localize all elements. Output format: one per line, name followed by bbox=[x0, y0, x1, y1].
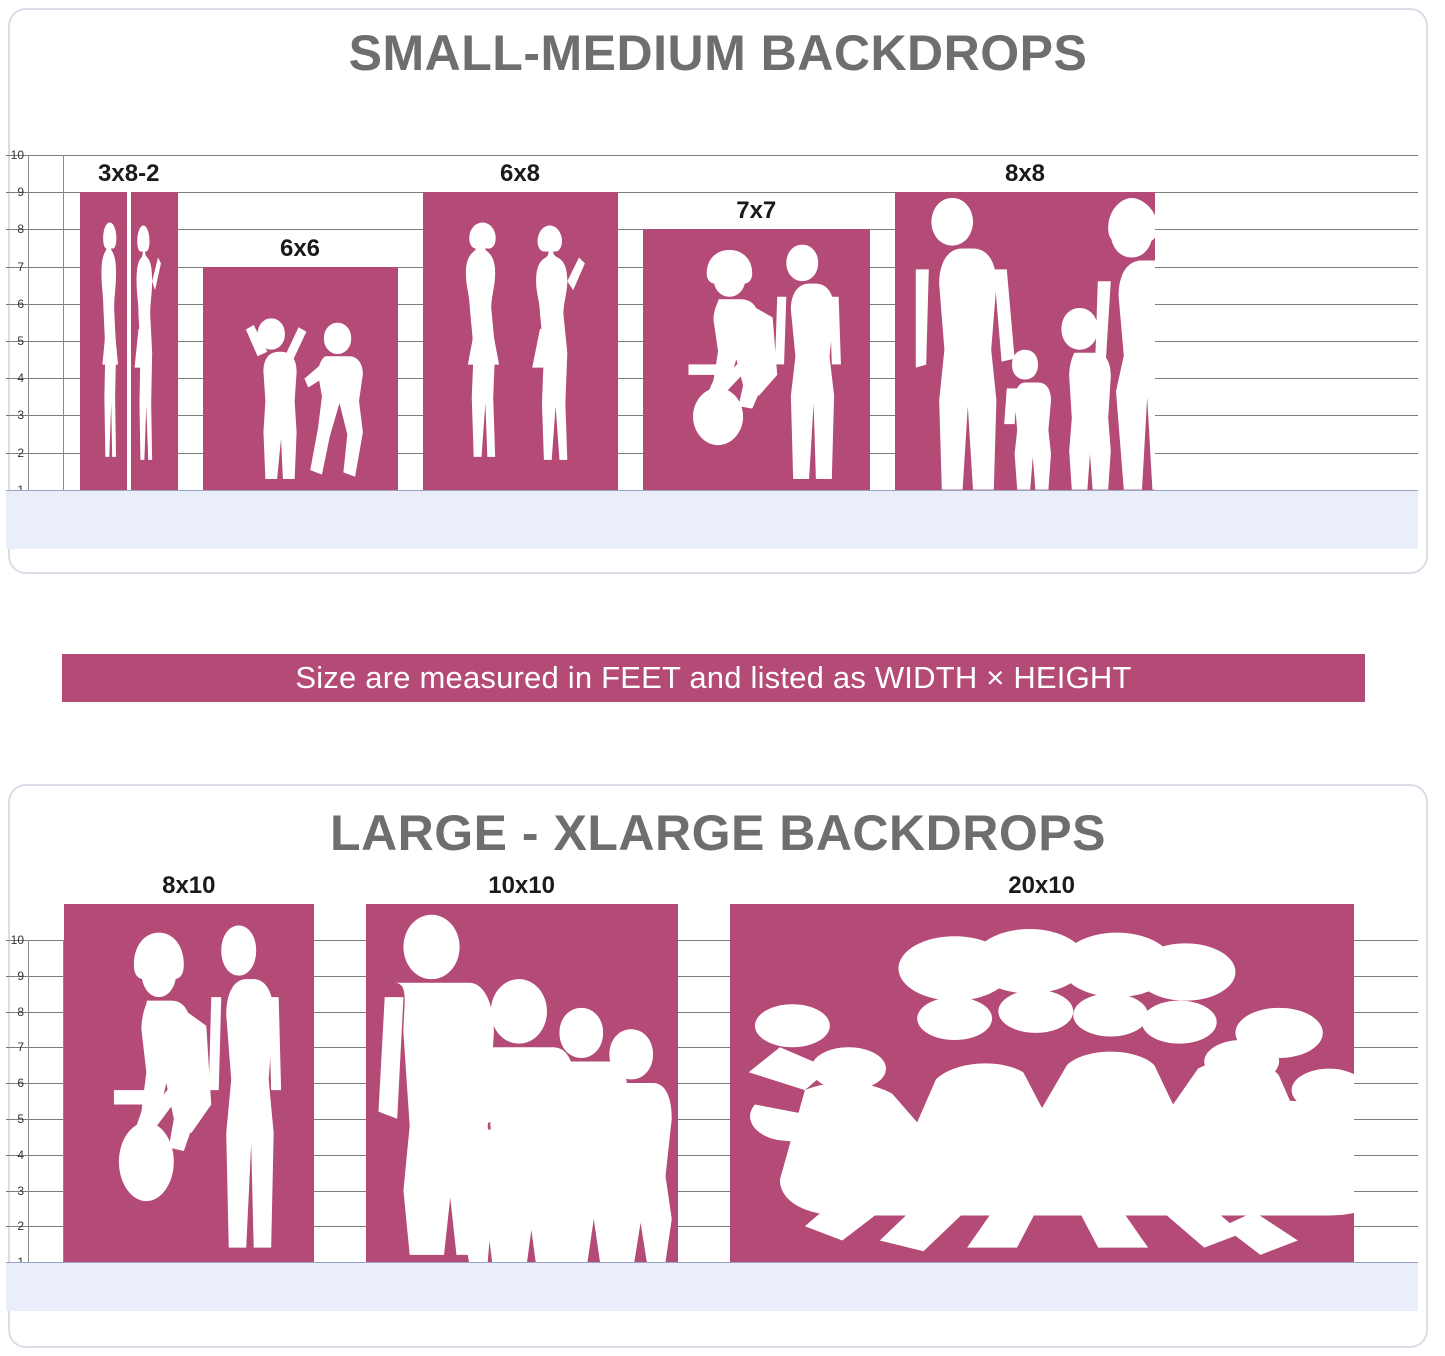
silhouette-girl-with-bike-and-man bbox=[643, 229, 871, 489]
backdrop-block bbox=[202, 266, 398, 490]
silhouette-two-girls-standing bbox=[80, 192, 178, 490]
backdrop-block bbox=[64, 904, 314, 1263]
silhouette-two-kids-playing bbox=[203, 267, 398, 490]
ruler-gridline bbox=[6, 1047, 1418, 1049]
backdrop-size-label: 6x8 bbox=[499, 160, 541, 188]
backdrop-size-label: 6x6 bbox=[279, 234, 321, 262]
ruler-tick-label: 4 bbox=[17, 371, 24, 386]
ruler-gridline bbox=[6, 1154, 1418, 1156]
ruler-gridline bbox=[6, 975, 1418, 977]
ruler-gridline bbox=[6, 1190, 1418, 1192]
ruler-tick-label: 8 bbox=[17, 1004, 24, 1019]
ruler-column bbox=[28, 155, 64, 490]
chart-large-xlarge: 10987654321 8x10 bbox=[0, 872, 1445, 1335]
backdrop-block bbox=[642, 229, 871, 490]
ruler-tick-label: 2 bbox=[17, 445, 24, 460]
ruler-gridline bbox=[6, 1226, 1418, 1228]
ruler-tick-label: 9 bbox=[17, 968, 24, 983]
backdrop-block bbox=[80, 192, 178, 490]
ruler-gridline bbox=[6, 940, 1418, 941]
ruler-tick-label: 9 bbox=[17, 185, 24, 200]
ruler-tick-label: 7 bbox=[17, 1040, 24, 1055]
backdrop-size-label: 7x7 bbox=[736, 197, 777, 225]
silhouette-group-of-five bbox=[366, 904, 678, 1263]
backdrop-size-label: 20x10 bbox=[1008, 872, 1075, 900]
ruler-column bbox=[28, 940, 64, 1263]
panel-title-large-xlarge: LARGE - XLARGE BACKDROPS bbox=[330, 805, 1106, 861]
ruler-tick-label: 7 bbox=[17, 259, 24, 274]
ruler-tick-label: 10 bbox=[10, 148, 24, 162]
backdrop-block bbox=[422, 192, 618, 490]
ruler-tick-label: 3 bbox=[17, 408, 24, 423]
ruler-tick-label: 3 bbox=[17, 1183, 24, 1198]
ruler-gridline bbox=[6, 1083, 1418, 1085]
silhouette-family-of-four bbox=[895, 192, 1155, 490]
backdrop-size-label: 8x8 bbox=[1004, 160, 1046, 188]
chart-small-medium: 10987654321 3x8-2 6x6 bbox=[0, 140, 1445, 560]
ruler-tick-label: 5 bbox=[17, 1112, 24, 1126]
ruler-tick-label: 8 bbox=[17, 222, 24, 237]
backdrop-block bbox=[365, 904, 678, 1263]
backdrop-size-label: 10x10 bbox=[488, 872, 555, 900]
ruler-gridline bbox=[6, 1011, 1418, 1013]
floor-strip bbox=[6, 1262, 1418, 1312]
silhouette-large-crowd bbox=[730, 904, 1354, 1262]
silhouette-girl-with-bike-and-man bbox=[64, 904, 314, 1262]
backdrop-size-label: 8x10 bbox=[162, 872, 216, 900]
ruler-tick-label: 4 bbox=[17, 1147, 24, 1162]
backdrop-size-label: 3x8-2 bbox=[98, 160, 160, 188]
banner-text: Size are measured in FEET and listed as … bbox=[295, 660, 1132, 695]
ruler-tick-label: 5 bbox=[17, 334, 24, 348]
ruler-gridline bbox=[6, 192, 1418, 194]
ruler-gridline bbox=[6, 155, 1418, 156]
silhouette-two-girls-standing bbox=[423, 192, 618, 490]
ruler-tick-label: 6 bbox=[17, 296, 24, 311]
panel-title-small-medium: SMALL-MEDIUM BACKDROPS bbox=[348, 25, 1088, 81]
backdrop-block bbox=[729, 904, 1354, 1263]
size-units-banner: Size are measured in FEET and listed as … bbox=[62, 654, 1365, 702]
ruler-gridline bbox=[6, 1119, 1418, 1120]
ruler-tick-label: 10 bbox=[10, 933, 24, 947]
backdrop-block bbox=[895, 192, 1155, 490]
ruler-tick-label: 2 bbox=[17, 1219, 24, 1234]
floor-strip bbox=[6, 489, 1418, 549]
ruler-tick-label: 6 bbox=[17, 1076, 24, 1091]
